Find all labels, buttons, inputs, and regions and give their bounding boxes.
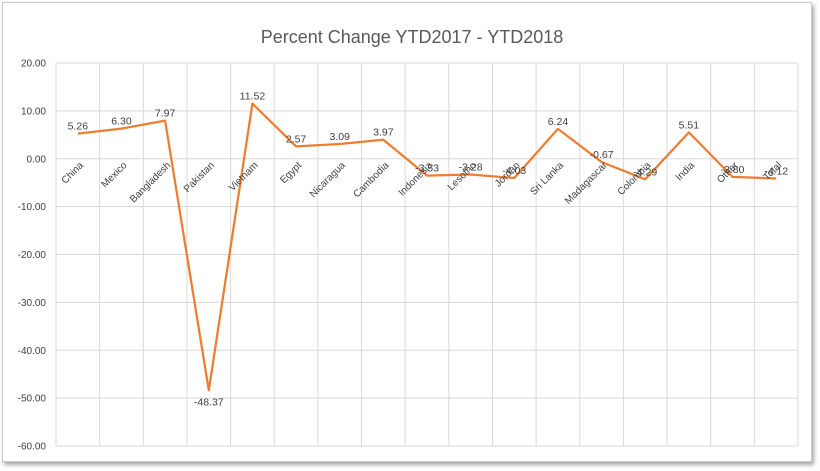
x-tick-label: India [674, 160, 697, 183]
y-tick-label: -10.00 [18, 202, 47, 213]
data-label: 6.30 [111, 116, 132, 128]
y-tick-label: -20.00 [18, 250, 47, 261]
x-tick-label: Egypt [278, 160, 304, 186]
y-tick-label: -50.00 [18, 394, 47, 405]
x-tick-label: Cambodia [351, 160, 391, 200]
x-tick-label: Nicaragua [308, 160, 348, 200]
data-label: 5.26 [68, 121, 89, 133]
data-label: -4.29 [633, 166, 657, 178]
data-label: -3.80 [721, 164, 745, 176]
y-tick-label: -40.00 [18, 346, 47, 357]
series-line-group [77, 102, 777, 392]
data-label: 3.97 [373, 127, 394, 139]
chart-title: Percent Change YTD2017 - YTD2018 [261, 27, 564, 47]
data-label: -3.53 [415, 163, 439, 175]
data-label: 6.24 [548, 116, 569, 128]
y-tick-label: -60.00 [18, 442, 47, 453]
data-label: -0.67 [590, 149, 614, 161]
x-tick-label: Madagascar [563, 160, 610, 207]
y-tick-label: 20.00 [21, 59, 46, 70]
data-label: -4.03 [502, 165, 526, 177]
chart-frame: Percent Change YTD2017 - YTD2018 20.00 10… [2, 2, 812, 462]
data-label: -3.28 [459, 161, 483, 173]
series-line [77, 102, 777, 392]
x-tick-label: Sri Lanka [528, 160, 566, 198]
x-tick-label: China [60, 160, 87, 187]
line-chart: Percent Change YTD2017 - YTD2018 20.00 10… [18, 27, 799, 453]
data-label: 2.57 [286, 133, 307, 145]
data-label: 3.09 [329, 131, 350, 143]
y-tick-label: 0.00 [27, 154, 47, 165]
y-axis: 20.00 10.00 0.00 -10.00 -20.00 -30.00 -40.00 -5… [18, 59, 47, 453]
data-label: 11.52 [240, 91, 266, 103]
data-label: -48.37 [194, 396, 224, 408]
y-tick-label: 10.00 [21, 106, 46, 117]
data-labels: 5.26 6.30 7.97 -48.37 11.52 2.57 3.09 3.97 -3.53… [68, 91, 789, 409]
data-label: -4.12 [764, 165, 788, 177]
data-label: 7.97 [155, 108, 176, 120]
x-tick-label: Mexico [99, 160, 129, 190]
data-label: 5.51 [679, 119, 700, 131]
y-tick-label: -30.00 [18, 298, 47, 309]
x-tick-label: Bangladesh [128, 160, 173, 205]
